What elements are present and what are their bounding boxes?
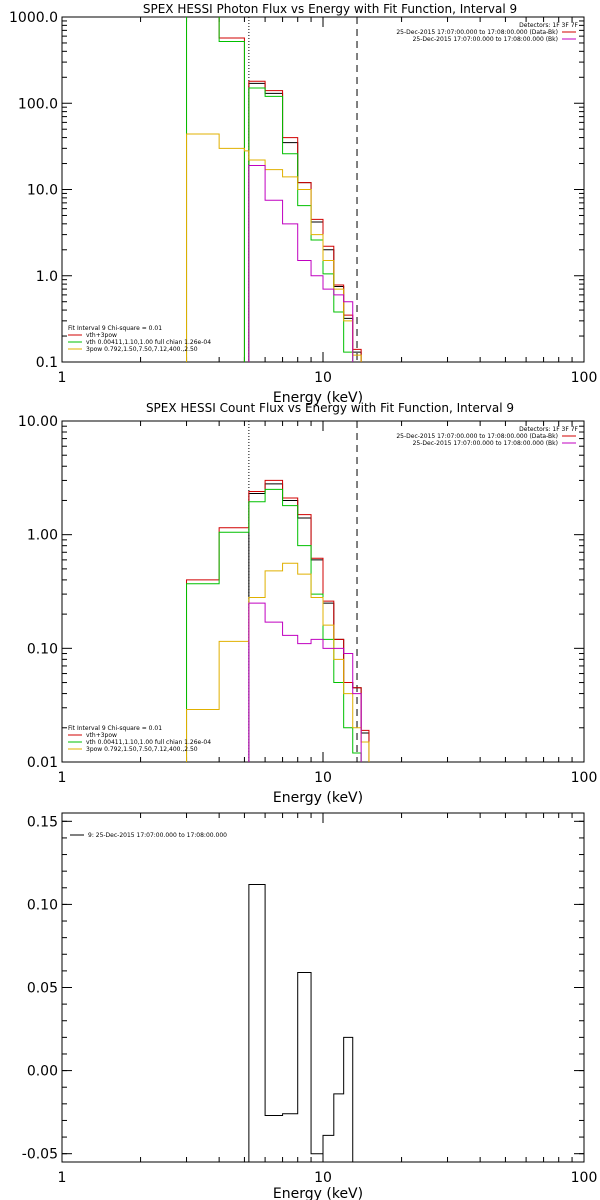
panel-title: SPEX HESSI Photon Flux vs Energy with Fi…	[143, 2, 517, 16]
panel-title: SPEX HESSI Count Flux vs Energy with Fit…	[146, 401, 514, 415]
series-line	[248, 483, 370, 762]
y-tick-label: 0.00	[27, 1064, 58, 1080]
y-tick-label: 10.0	[27, 183, 58, 199]
x-tick-label: 100	[571, 770, 598, 786]
series-line	[186, 488, 362, 762]
y-tick-label: 1.0	[36, 269, 58, 285]
legend-entry: 25-Dec-2015 17:07:00.000 to 17:08:00.000…	[413, 440, 558, 447]
y-tick-label: 0.15	[27, 814, 58, 830]
y-tick-label: 0.1	[36, 355, 58, 371]
x-axis-label: Energy (keV)	[273, 1186, 363, 1200]
legend-entry: vth+3pow	[86, 732, 117, 739]
count-flux-panel: SPEX HESSI Count Flux vs Energy with Fit…	[18, 401, 597, 806]
y-tick-label: 1.00	[27, 528, 58, 544]
x-tick-label: 10	[314, 770, 332, 786]
series-line	[186, 17, 354, 362]
y-tick-label: 100.0	[18, 96, 58, 112]
plot-frame	[61, 16, 585, 363]
series-line	[186, 133, 362, 362]
legend-entry: 3pow 0.792,1.50,7.50,7.12,400.,2.50	[86, 346, 198, 353]
x-tick-label: 1	[58, 370, 67, 386]
series-line	[248, 602, 362, 762]
residuals-panel: Energy (keV) 1 10 100 -0.05 0.00 0.05 0.10 0.15…	[22, 812, 598, 1200]
x-axis-label: Energy (keV)	[273, 390, 363, 406]
legend-entry: Fit Interval 9 Chi-square = 0.01	[68, 325, 162, 332]
series-line	[186, 562, 370, 762]
y-tick-label: 0.01	[27, 755, 58, 771]
legend-entry: vth 0.00411,1.10,1.00 full chian 1.26e-0…	[86, 339, 211, 346]
x-axis-label: Energy (keV)	[273, 790, 363, 806]
plot-frame	[61, 812, 585, 1163]
legend-entry: 3pow 0.792,1.50,7.50,7.12,400.,2.50	[86, 746, 198, 753]
x-tick-label: 1	[58, 1170, 67, 1186]
y-tick-label: 0.10	[27, 641, 58, 657]
legend-entry: Fit Interval 9 Chi-square = 0.01	[68, 725, 162, 732]
x-tick-label: 1	[58, 770, 67, 786]
series-group	[186, 17, 362, 362]
legend-entry: 25-Dec-2015 17:07:00.000 to 17:08:00.000…	[396, 29, 558, 36]
series-group	[248, 883, 354, 1162]
x-tick-label: 100	[571, 370, 598, 386]
series-line	[248, 164, 354, 362]
y-tick-label: -0.05	[22, 1147, 58, 1163]
legend-entry: 25-Dec-2015 17:07:00.000 to 17:08:00.000…	[413, 36, 558, 43]
series-group	[186, 479, 370, 762]
y-tick-label: 0.10	[27, 897, 58, 913]
series-line	[186, 479, 370, 762]
series-line	[186, 17, 362, 362]
legend-entry: vth 0.00411,1.10,1.00 full chian 1.26e-0…	[86, 739, 211, 746]
series-line	[248, 883, 354, 1162]
series-line	[248, 82, 362, 362]
x-tick-label: 100	[571, 1170, 598, 1186]
y-tick-label: 1000.0	[9, 10, 58, 26]
legend-entry: Detectors: 1F 3F 7F	[519, 426, 578, 433]
legend-entry: vth+3pow	[86, 332, 117, 339]
x-tick-label: 10	[314, 1170, 332, 1186]
y-tick-label: 0.05	[27, 981, 58, 997]
photon-flux-panel: SPEX HESSI Photon Flux vs Energy with Fi…	[9, 2, 597, 406]
legend-entry: Detectors: 1F 3F 7F	[519, 22, 578, 29]
legend-entry: 25-Dec-2015 17:07:00.000 to 17:08:00.000…	[396, 433, 558, 440]
x-tick-label: 10	[314, 370, 332, 386]
legend-entry: 9: 25-Dec-2015 17:07:00.000 to 17:08:00.…	[88, 832, 227, 839]
y-tick-label: 10.00	[18, 414, 58, 430]
